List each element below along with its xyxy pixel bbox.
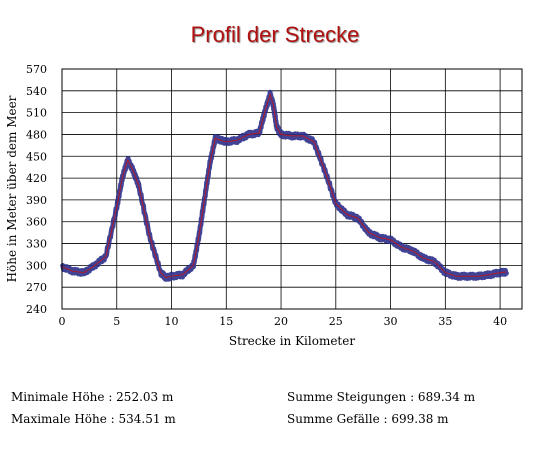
y-tick-label: 570 <box>26 63 47 76</box>
y-tick-label: 480 <box>26 128 47 141</box>
x-tick-label: 5 <box>113 315 120 328</box>
y-tick-label: 270 <box>26 281 47 294</box>
y-tick-label: 540 <box>26 85 47 98</box>
ascent-sum-stat: Summe Steigungen : 689.34 m <box>287 390 476 404</box>
max-height-stat: Maximale Höhe : 534.51 m <box>11 412 176 426</box>
y-tick-label: 330 <box>26 238 47 251</box>
y-tick-label: 420 <box>26 172 47 185</box>
chart-series <box>59 89 510 282</box>
y-axis-label: Höhe in Meter über dem Meer <box>5 95 19 282</box>
x-axis-label: Strecke in Kilometer <box>229 334 355 348</box>
x-tick-label: 20 <box>274 315 288 328</box>
elevation-line-band <box>59 89 510 282</box>
chart-title: Profil der Strecke <box>190 22 360 47</box>
x-tick-label: 35 <box>438 315 452 328</box>
y-tick-label: 360 <box>26 216 47 229</box>
y-tick-label: 510 <box>26 107 47 120</box>
x-tick-label: 0 <box>59 315 66 328</box>
x-tick-label: 25 <box>329 315 343 328</box>
x-tick-label: 30 <box>384 315 398 328</box>
descent-sum-stat: Summe Gefälle : 699.38 m <box>287 412 449 426</box>
plot-frame <box>61 68 523 310</box>
x-tick-label: 40 <box>493 315 507 328</box>
y-tick-label: 300 <box>26 259 47 272</box>
x-tick-labels: 0 5 10 15 20 25 30 35 40 <box>59 315 508 328</box>
min-height-stat: Minimale Höhe : 252.03 m <box>11 390 174 404</box>
x-tick-label: 15 <box>219 315 233 328</box>
y-tick-label: 390 <box>26 194 47 207</box>
elevation-line-core <box>61 92 507 279</box>
x-tick-label: 10 <box>165 315 179 328</box>
y-tick-labels: 240 270 300 330 360 390 420 450 480 510 540 570 <box>26 63 47 316</box>
y-tick-label: 450 <box>26 150 47 163</box>
y-tick-label: 240 <box>26 303 47 316</box>
